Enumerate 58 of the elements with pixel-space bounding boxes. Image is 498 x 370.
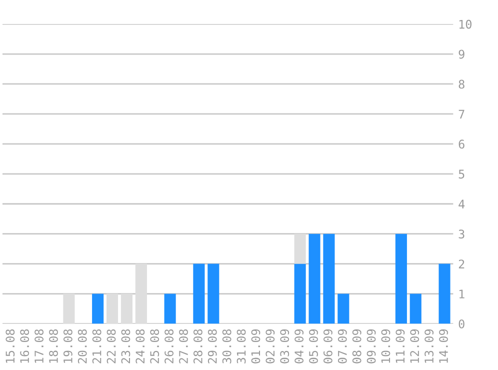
bar [438,264,450,324]
x-tick-label: 12.09 [410,329,420,363]
x-tick-label: 25.08 [150,329,160,364]
x-tick-label: 28.08 [193,329,202,364]
x-tick-label: 18.08 [49,329,58,363]
x-tick-label: 30.08 [222,329,232,364]
x-tick-label: 26.08 [164,329,174,364]
x-tick-label: 01.09 [251,329,260,364]
x-tick-label: 17.08 [34,329,44,363]
bar [193,264,205,324]
x-tick-label: 13.09 [424,329,434,363]
x-tick-label: 20.08 [78,329,87,364]
y-tick-label: 2 [458,260,464,268]
bar [164,294,176,324]
y-tick-label: 8 [458,80,464,89]
x-tick-label: 29.08 [208,329,217,364]
y-tick-label: 10 [459,20,472,29]
y-tick-label: 0 [458,320,464,328]
x-tick-label: 19.08 [63,329,72,363]
x-tick-label: 02.09 [266,329,275,364]
bar [120,294,132,324]
x-tick-label: 05.09 [309,329,318,364]
bar [410,294,422,324]
x-tick-label: 22.08 [106,329,116,364]
x-tick-label: 03.09 [280,329,290,364]
bar [308,234,320,324]
x-tick-label: 11.09 [396,329,405,363]
bar [338,294,350,324]
x-tick-label: 14.09 [439,329,448,363]
y-tick-label: 4 [458,200,465,208]
bar [135,264,147,324]
x-tick-label: 15.08 [6,329,15,363]
bar [92,294,104,324]
bar [294,264,306,324]
x-tick-label: 07.09 [338,329,347,364]
x-tick-label: 21.08 [92,329,102,364]
y-tick-label: 3 [458,230,464,239]
x-tick-label: 06.09 [323,329,332,364]
bar [63,294,75,324]
x-tick-label: 24.08 [136,329,145,364]
y-tick-label: 7 [458,110,464,118]
y-tick-label: 6 [458,140,464,149]
x-tick-label: 23.08 [121,329,130,364]
x-tick-label: 09.09 [366,329,376,364]
x-tick-label: 31.08 [236,329,246,364]
x-tick-label: 10.09 [381,329,390,363]
bar [208,264,220,324]
bar [294,234,306,264]
x-tick-label: 08.09 [352,329,362,364]
x-tick-label: 27.08 [179,329,188,364]
y-tick-label: 1 [459,290,464,298]
bar [106,294,118,324]
bar [323,234,335,324]
y-tick-label: 9 [458,50,464,59]
x-tick-label: 16.08 [20,329,30,363]
bar [395,234,407,324]
x-tick-label: 04.09 [294,329,304,364]
y-tick-label: 5 [458,170,464,179]
